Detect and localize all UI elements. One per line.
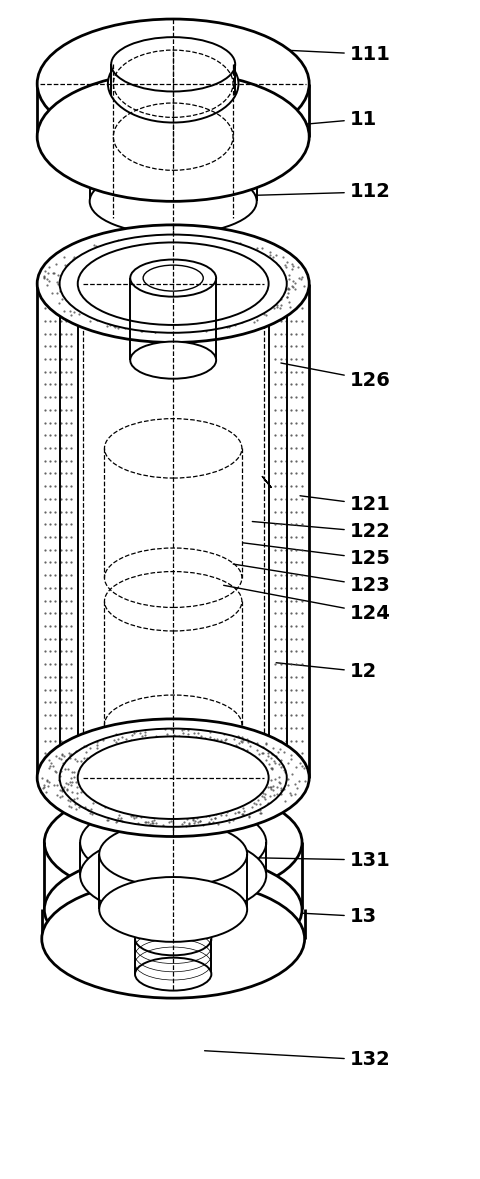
Ellipse shape (60, 235, 287, 332)
Text: 122: 122 (252, 521, 391, 541)
Text: 131: 131 (252, 850, 391, 870)
Ellipse shape (78, 243, 269, 325)
Ellipse shape (135, 957, 211, 990)
Ellipse shape (111, 38, 235, 92)
FancyBboxPatch shape (37, 284, 309, 778)
Ellipse shape (90, 169, 257, 235)
Text: 126: 126 (281, 363, 391, 389)
Ellipse shape (99, 877, 247, 942)
Text: 124: 124 (224, 585, 391, 623)
Ellipse shape (42, 880, 305, 999)
Ellipse shape (80, 835, 266, 916)
Ellipse shape (90, 133, 257, 199)
Ellipse shape (44, 786, 302, 898)
Text: 123: 123 (233, 564, 391, 595)
Ellipse shape (37, 719, 309, 837)
Ellipse shape (37, 225, 309, 342)
Text: 132: 132 (204, 1050, 391, 1069)
Text: 12: 12 (276, 663, 377, 681)
Ellipse shape (130, 342, 216, 378)
Ellipse shape (135, 922, 211, 955)
Text: 11: 11 (300, 110, 377, 129)
Ellipse shape (37, 72, 309, 202)
Text: 125: 125 (243, 542, 391, 568)
Ellipse shape (99, 822, 247, 887)
Text: 121: 121 (300, 495, 391, 514)
Ellipse shape (37, 19, 309, 149)
Ellipse shape (80, 802, 266, 883)
Ellipse shape (78, 737, 269, 819)
Ellipse shape (44, 852, 302, 966)
Text: 13: 13 (300, 907, 377, 926)
Text: 111: 111 (252, 45, 391, 64)
Ellipse shape (108, 45, 239, 123)
Text: 112: 112 (252, 183, 391, 202)
Ellipse shape (130, 259, 216, 297)
